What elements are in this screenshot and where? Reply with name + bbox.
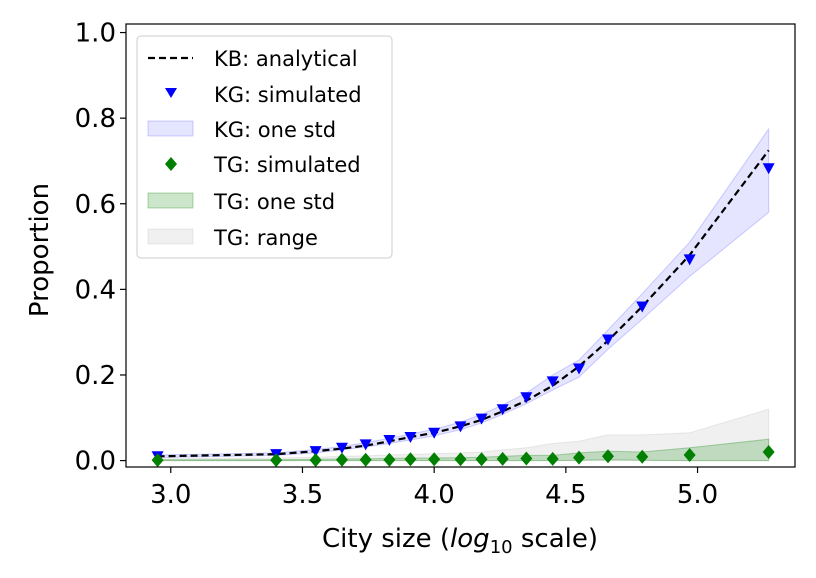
legend: KB: analytical KG: simulated KG: one std… (136, 35, 393, 259)
y-axis: 0.0 0.2 0.4 0.6 0.8 1.0 (75, 19, 126, 477)
kg-simulated-point (404, 432, 417, 444)
kg-simulated-point (636, 301, 649, 313)
kg-simulated-point (335, 442, 348, 454)
legend-tg-range-label: TG: range (213, 226, 318, 250)
y-axis-label: Proportion (25, 183, 55, 317)
markers-layer (151, 163, 775, 468)
kg-simulated-point (683, 254, 696, 266)
x-tick-label: 3.0 (150, 480, 191, 510)
legend-tg-range-swatch (147, 228, 194, 245)
tg-simulated-point (573, 450, 586, 465)
y-tick-label: 0.6 (75, 190, 116, 220)
kg-simulated-point (428, 427, 441, 439)
tg-simulated-point (383, 452, 396, 467)
kg-simulated-point (573, 363, 586, 375)
kg-simulated-point (496, 404, 509, 416)
kg-simulated-point (762, 163, 775, 175)
tg-simulated-point (520, 451, 533, 466)
tg-simulated-point (683, 448, 696, 463)
legend-kg-std-swatch (147, 120, 194, 137)
y-tick-label: 0.2 (75, 361, 116, 391)
legend-kb-analytical-label: KB: analytical (214, 47, 358, 71)
legend-kg-std-label: KG: one std (214, 118, 336, 142)
tg-simulated-point (636, 449, 649, 464)
x-tick-label: 4.0 (413, 480, 454, 510)
tg-simulated-point (270, 453, 283, 468)
tg-simulated-point (475, 452, 488, 467)
lines-layer (157, 149, 770, 458)
tg-simulated-point (428, 452, 441, 467)
kg-simulated-point (601, 334, 614, 346)
plot-frame (125, 23, 796, 468)
tg-simulated-point (454, 452, 467, 467)
legend-tg-simulated-label: TG: simulated (213, 153, 361, 177)
tg-simulated-point (309, 453, 322, 468)
y-tick-label: 0.0 (75, 447, 116, 477)
x-tick-label: 5.0 (677, 480, 718, 510)
kg-simulated-point (309, 446, 322, 458)
tg-simulated-point (601, 449, 614, 464)
tg-simulated-point (762, 445, 775, 460)
x-axis-label: City size (log10 scale) (322, 524, 598, 558)
tg-simulated-point (335, 452, 348, 467)
kg-simulated-point (520, 392, 533, 404)
legend-tg-std-swatch (147, 192, 194, 209)
y-tick-label: 0.8 (75, 104, 116, 134)
tg-simulated-point (546, 451, 559, 466)
legend-kg-simulated-swatch (165, 88, 177, 98)
legend-box (136, 35, 393, 259)
y-tick-label: 1.0 (75, 19, 116, 49)
legend-tg-std-label: TG: one std (213, 190, 335, 214)
tg-simulated-point (359, 452, 372, 467)
kg-simulated-point (359, 439, 372, 451)
kg-simulated-point (475, 413, 488, 425)
x-axis: 3.0 3.5 4.0 4.5 5.0 (150, 467, 718, 510)
kb-analytical-line (157, 149, 770, 458)
legend-tg-simulated-swatch (165, 157, 177, 171)
tg-simulated-point (151, 453, 164, 468)
kg-simulated-point (454, 421, 467, 433)
x-tick-label: 4.5 (545, 480, 586, 510)
y-tick-label: 0.4 (75, 275, 116, 305)
kg-simulated-point (546, 376, 559, 388)
tg-simulated-point (404, 452, 417, 467)
x-tick-label: 3.5 (282, 480, 323, 510)
tg-simulated-point (496, 451, 509, 466)
kg-simulated-point (383, 435, 396, 447)
legend-kg-simulated-label: KG: simulated (214, 83, 362, 107)
